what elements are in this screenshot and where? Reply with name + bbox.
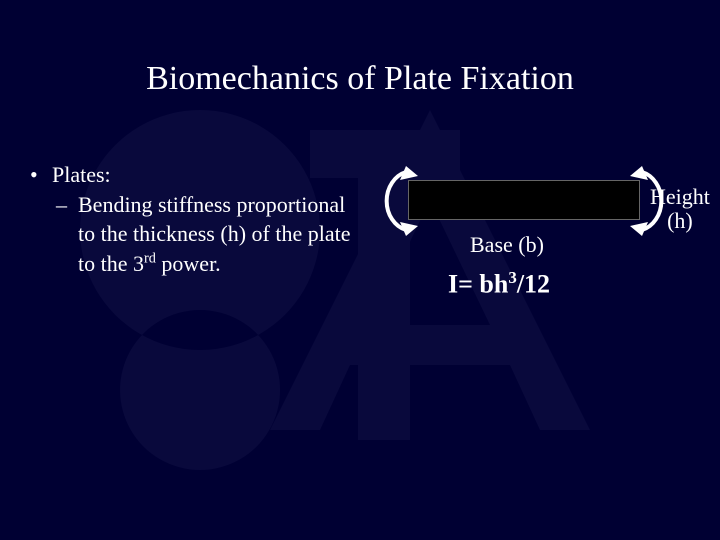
sub-text-sup: rd (144, 251, 156, 267)
formula-prefix: I= bh (448, 270, 508, 299)
formula-sup: 3 (508, 268, 516, 287)
body-text: • Plates: – Bending stiffness proportion… (30, 160, 360, 279)
bullet-marker: • (30, 160, 52, 190)
formula-suffix: /12 (517, 270, 550, 299)
plate-rectangle (408, 180, 640, 220)
sub-bullet-marker: – (56, 190, 78, 279)
bullet-label: Plates: (52, 160, 111, 190)
height-label-line2: (h) (667, 208, 693, 233)
height-label: Height (h) (650, 185, 710, 233)
plate-diagram: Height (h) Base (b) I= bh3/12 (370, 170, 710, 370)
slide-title: Biomechanics of Plate Fixation (0, 0, 720, 98)
sub-text-after: power. (156, 251, 221, 276)
moment-of-inertia-formula: I= bh3/12 (448, 268, 550, 300)
height-label-line1: Height (650, 184, 710, 209)
base-label: Base (b) (470, 232, 544, 258)
sub-bullet-text: Bending stiffness proportional to the th… (78, 190, 360, 279)
